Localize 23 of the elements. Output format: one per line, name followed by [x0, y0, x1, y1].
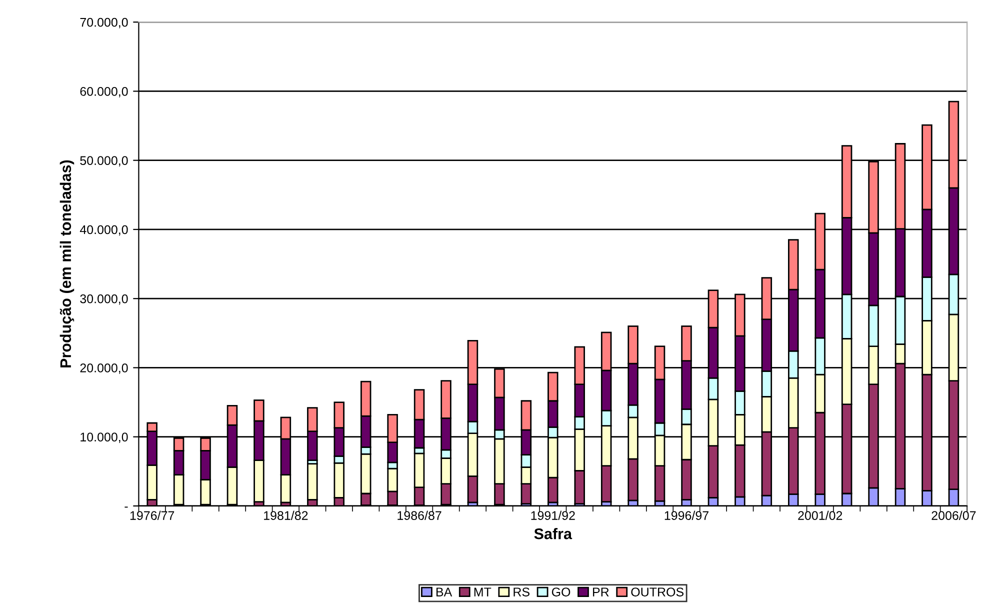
x-tick-label: 1981/82 [264, 510, 308, 520]
y-tick-label: 30.000,0 [80, 294, 128, 305]
y-tick-label: 10.000,0 [80, 432, 128, 443]
y-tick-label: 70.000,0 [80, 18, 128, 28]
y-tick-label: 40.000,0 [80, 225, 128, 236]
legend-label: RS [514, 588, 530, 596]
y-tick-label: 60.000,0 [80, 87, 128, 98]
y-axis-title: Produção (em mil toneladas) [60, 160, 74, 368]
x-tick-label: 1991/92 [531, 510, 575, 520]
x-axis-title: Safra [534, 528, 572, 540]
legend-label: OUTROS [631, 588, 684, 596]
legend-label: GO [552, 588, 570, 596]
y-tick-label: 50.000,0 [80, 156, 128, 166]
x-tick-label: 1986/87 [398, 510, 442, 520]
y-tick-label: - [124, 506, 128, 508]
y-tick-label: 20.000,0 [80, 364, 128, 374]
x-tick-label: 1976/77 [130, 510, 174, 520]
legend-label: MT [474, 588, 492, 596]
x-tick-label: 2001/02 [798, 510, 842, 520]
legend-label: PR [593, 588, 609, 596]
legend-label: BA [436, 588, 452, 596]
x-tick-label: 2006/07 [932, 510, 976, 520]
x-tick-label: 1996/97 [664, 510, 708, 520]
